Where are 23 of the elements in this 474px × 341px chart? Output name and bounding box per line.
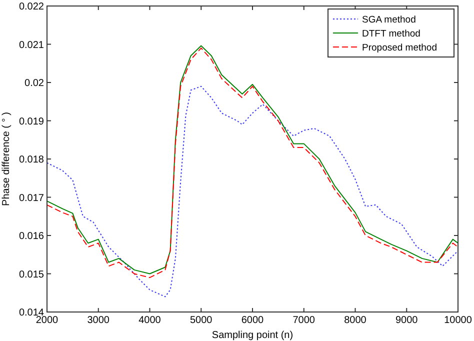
x-tick-label: 10000 [444, 315, 472, 326]
x-tick-label: 9000 [396, 315, 418, 326]
x-tick-label: 7000 [292, 315, 316, 326]
y-tick-label: 0.019 [18, 116, 44, 128]
y-tick-label: 0.021 [18, 40, 44, 51]
x-tick-label: 4000 [138, 315, 162, 326]
legend-label: Proposed method [362, 42, 437, 54]
x-tick-label: 3000 [87, 315, 110, 326]
x-tick-label: 8000 [344, 315, 367, 326]
y-tick-label: 0.016 [18, 231, 44, 242]
legend-label: DTFT method [362, 28, 420, 40]
y-tick-label: 0.018 [18, 154, 44, 166]
x-tick-label: 2000 [36, 315, 59, 326]
y-tick-label: 0.02 [24, 78, 44, 89]
line-series [46, 86, 458, 298]
y-tick-label: 0.017 [18, 192, 44, 204]
x-axis-title: Sampling point (n) [212, 330, 294, 341]
y-tick-label: 0.015 [18, 269, 44, 280]
y-axis-title: Phase difference ( ° ) [1, 112, 12, 206]
x-tick-label: 6000 [241, 315, 264, 326]
x-tick-label: 5000 [190, 315, 213, 326]
legend-label: SGA method [362, 14, 416, 26]
y-tick-label: 0.022 [18, 2, 44, 12]
